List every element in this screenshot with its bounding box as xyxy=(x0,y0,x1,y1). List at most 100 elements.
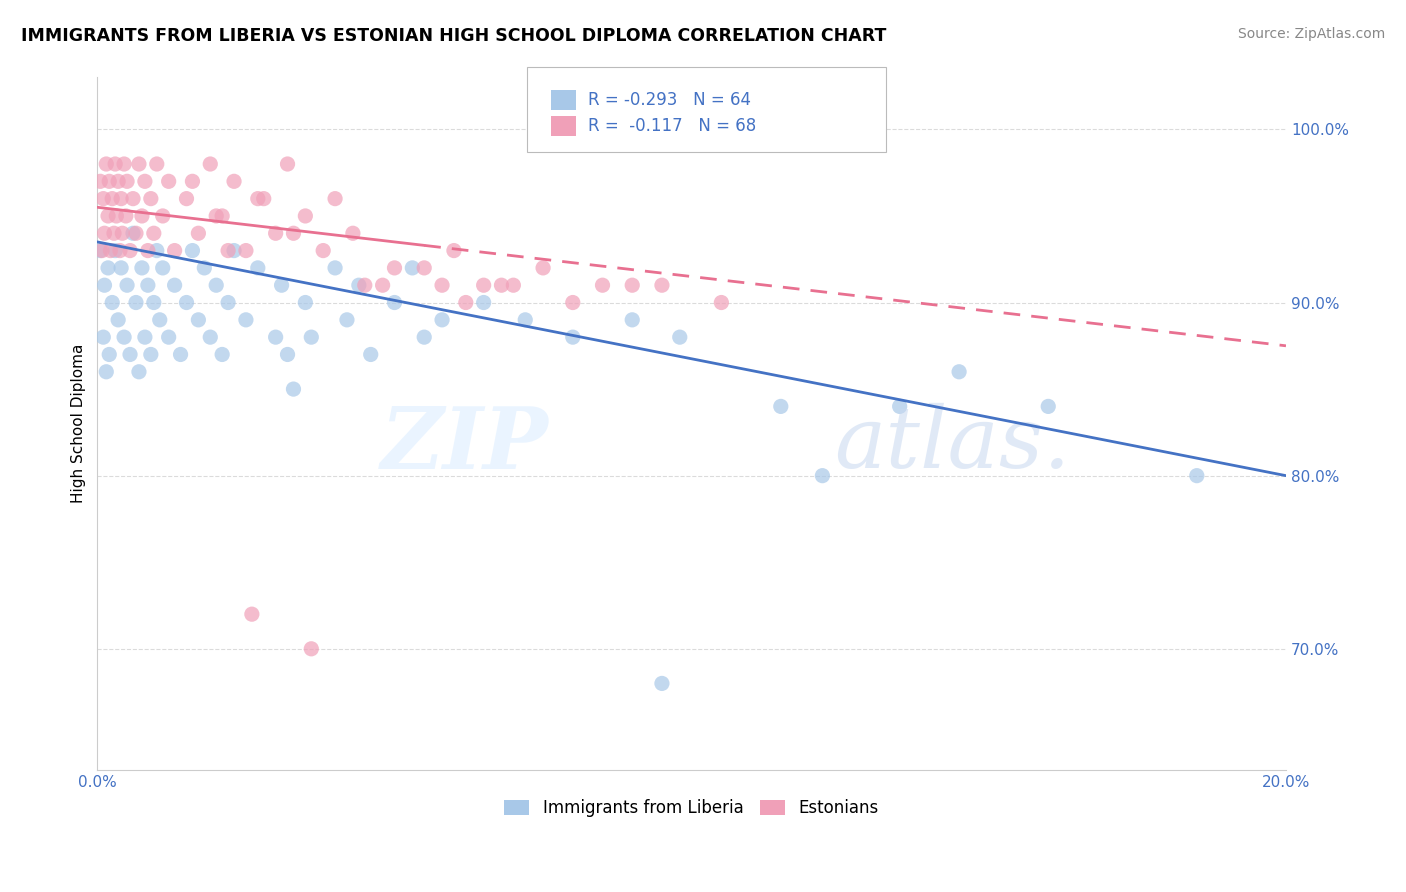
Point xyxy=(253,192,276,206)
Point xyxy=(193,260,215,275)
Text: Source: ZipAtlas.com: Source: ZipAtlas.com xyxy=(1237,27,1385,41)
Point xyxy=(312,244,335,258)
Point xyxy=(125,295,148,310)
Point xyxy=(561,295,583,310)
Point xyxy=(948,365,970,379)
Point xyxy=(1038,400,1060,414)
Point xyxy=(264,330,287,344)
Point xyxy=(176,295,198,310)
Point xyxy=(413,330,436,344)
Point xyxy=(104,244,127,258)
Point xyxy=(118,244,141,258)
Point xyxy=(621,313,644,327)
Point xyxy=(200,157,222,171)
Point xyxy=(336,313,359,327)
Point xyxy=(502,278,524,293)
Point xyxy=(134,174,156,188)
Point xyxy=(146,244,169,258)
Point xyxy=(353,278,375,293)
Point xyxy=(217,295,239,310)
Point xyxy=(811,468,834,483)
Point xyxy=(769,400,792,414)
Legend: Immigrants from Liberia, Estonians: Immigrants from Liberia, Estonians xyxy=(498,793,886,824)
Point xyxy=(91,330,114,344)
Point xyxy=(211,347,233,361)
Point xyxy=(277,157,299,171)
Point xyxy=(347,278,370,293)
Point xyxy=(136,244,159,258)
Point xyxy=(472,278,495,293)
Point xyxy=(152,260,174,275)
Point xyxy=(240,607,263,622)
Point xyxy=(384,260,406,275)
Point xyxy=(283,382,305,396)
Point xyxy=(146,157,169,171)
Point xyxy=(97,209,120,223)
Point xyxy=(136,278,159,293)
Point xyxy=(169,347,191,361)
Point xyxy=(454,295,477,310)
Point xyxy=(149,313,172,327)
Point xyxy=(91,244,114,258)
Point xyxy=(491,278,513,293)
Point xyxy=(115,278,138,293)
Point xyxy=(96,365,118,379)
Point xyxy=(93,227,115,241)
Point xyxy=(299,330,322,344)
Point xyxy=(163,278,186,293)
Point xyxy=(118,347,141,361)
Point xyxy=(270,278,292,293)
Point xyxy=(163,244,186,258)
Point xyxy=(108,244,131,258)
Text: R = -0.293   N = 64: R = -0.293 N = 64 xyxy=(588,91,751,109)
Point xyxy=(621,278,644,293)
Point xyxy=(110,260,132,275)
Point xyxy=(111,227,134,241)
Point xyxy=(181,174,204,188)
Point xyxy=(413,260,436,275)
Text: IMMIGRANTS FROM LIBERIA VS ESTONIAN HIGH SCHOOL DIPLOMA CORRELATION CHART: IMMIGRANTS FROM LIBERIA VS ESTONIAN HIGH… xyxy=(21,27,886,45)
Point xyxy=(561,330,583,344)
Text: ZIP: ZIP xyxy=(381,403,548,486)
Point xyxy=(592,278,614,293)
Point xyxy=(100,244,122,258)
Point xyxy=(283,227,305,241)
Point xyxy=(98,174,121,188)
Text: atlas.: atlas. xyxy=(834,403,1071,486)
Point xyxy=(98,347,121,361)
Point xyxy=(246,260,269,275)
Point xyxy=(430,313,453,327)
Point xyxy=(104,157,127,171)
Text: R =  -0.117   N = 68: R = -0.117 N = 68 xyxy=(588,117,756,135)
Point xyxy=(110,192,132,206)
Point xyxy=(128,157,150,171)
Point xyxy=(157,330,180,344)
Point xyxy=(176,192,198,206)
Point xyxy=(115,174,138,188)
Point xyxy=(134,330,156,344)
Point xyxy=(222,174,245,188)
Point xyxy=(115,209,138,223)
Point xyxy=(93,278,115,293)
Point xyxy=(122,227,145,241)
Point xyxy=(211,209,233,223)
Point xyxy=(264,227,287,241)
Point xyxy=(152,209,174,223)
Point xyxy=(515,313,537,327)
Y-axis label: High School Diploma: High School Diploma xyxy=(72,344,86,503)
Point xyxy=(205,209,228,223)
Point xyxy=(443,244,465,258)
Point xyxy=(89,244,111,258)
Point xyxy=(371,278,394,293)
Point xyxy=(105,209,128,223)
Point xyxy=(360,347,382,361)
Point xyxy=(187,313,209,327)
Point xyxy=(401,260,423,275)
Point xyxy=(323,192,346,206)
Point xyxy=(142,227,165,241)
Point xyxy=(97,260,120,275)
Point xyxy=(651,278,673,293)
Point xyxy=(323,260,346,275)
Point xyxy=(651,676,673,690)
Point xyxy=(889,400,911,414)
